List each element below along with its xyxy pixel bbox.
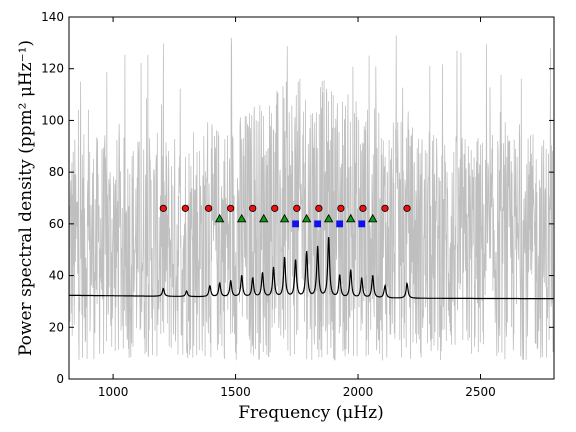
square-marker: [292, 220, 299, 228]
triangle-marker: [237, 213, 247, 223]
circle-marker: [205, 204, 213, 212]
y-tick-label: 40: [49, 269, 64, 283]
y-tick-label: 120: [41, 62, 64, 76]
triangle-marker: [346, 213, 356, 223]
circle-marker: [181, 204, 189, 212]
x-axis-ticks: 1000 1500 2000 2500: [98, 17, 496, 399]
triangle-marker: [214, 213, 225, 223]
circle-marker: [227, 204, 235, 212]
x-tick-label: 2000: [343, 385, 374, 399]
circle-marker: [271, 204, 279, 212]
x-tick-label: 1500: [220, 385, 251, 399]
y-tick-label: 0: [56, 372, 64, 386]
y-tick-label: 80: [49, 165, 64, 179]
y-tick-label: 60: [49, 217, 64, 231]
triangle-marker: [279, 213, 290, 223]
observed-spectrum-line: [69, 35, 554, 361]
y-tick-label: 140: [41, 10, 64, 24]
circle-marker: [359, 204, 367, 212]
x-tick-label: 2500: [465, 385, 496, 399]
circle-marker: [159, 204, 167, 212]
circle-marker: [249, 204, 257, 212]
square-marker: [358, 220, 366, 228]
square-marker: [314, 220, 322, 228]
plot-frame: [68, 16, 555, 380]
y-axis-ticks: 0 20 40 60 80 100 120 140: [41, 10, 554, 386]
circle-marker: [315, 204, 323, 212]
y-tick-label: 20: [49, 320, 64, 334]
circle-marker: [381, 204, 389, 212]
triangle-marker: [301, 213, 312, 223]
y-axis-label: Power spectral density (ppm² μHz⁻¹): [16, 40, 36, 356]
triangle-marker: [259, 213, 269, 223]
square-marker: [336, 220, 344, 228]
circle-marker: [403, 204, 411, 212]
circle-marker: [337, 204, 345, 212]
mode-markers: [159, 204, 411, 228]
fitted-model-line: [69, 237, 554, 300]
plot-content: [69, 35, 554, 361]
circle-marker: [293, 204, 301, 212]
y-tick-label: 100: [41, 113, 64, 127]
x-axis-label: Frequency (μHz): [238, 403, 383, 423]
triangle-marker: [323, 213, 334, 223]
x-tick-label: 1000: [98, 385, 129, 399]
triangle-marker: [368, 213, 378, 223]
